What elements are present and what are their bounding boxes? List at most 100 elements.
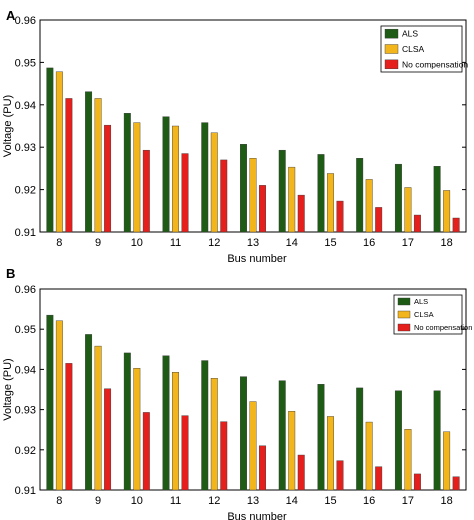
bar-clsa-bus-9 — [94, 345, 102, 491]
legend-swatch-clsa — [397, 310, 411, 319]
bar-no-compensation-bus-11 — [181, 415, 189, 491]
bar-no-compensation-bus-17 — [413, 473, 421, 491]
y-axis-label: Voltage (PU) — [2, 95, 14, 157]
x-tick-label: 18 — [441, 495, 453, 507]
bar-als-bus-17 — [394, 163, 402, 233]
bar-clsa-bus-11 — [172, 372, 179, 491]
bar-als-bus-9 — [85, 91, 93, 233]
bar-als-bus-10 — [123, 113, 131, 233]
bar-clsa-bus-10 — [133, 367, 141, 491]
bar-als-bus-12 — [201, 122, 209, 233]
y-tick-label: 0.94 — [15, 100, 36, 112]
bar-clsa-bus-18 — [443, 190, 451, 233]
chart-panel-a: A 0.91 0.92 0.93 0.94 0.95 0.96 Voltage (PU) Bus… — [2, 8, 468, 265]
x-axis-label: Bus number — [227, 253, 287, 265]
bar-no-compensation-bus-12 — [220, 159, 228, 233]
x-tick-label: 14 — [286, 237, 298, 249]
legend-swatch-als — [384, 28, 399, 39]
y-tick-label: 0.91 — [15, 485, 36, 497]
y-tick-label: 0.92 — [15, 185, 36, 197]
bar-no-compensation-bus-13 — [259, 185, 266, 233]
bar-clsa-bus-13 — [249, 401, 257, 491]
bar-als-bus-11 — [162, 355, 170, 491]
panel-letter: B — [6, 266, 15, 281]
bar-no-compensation-bus-17 — [413, 214, 421, 233]
x-tick-label: 8 — [56, 237, 62, 249]
legend-swatch-no-compensation — [384, 59, 399, 70]
legend-label-no-compensation: No compensation — [402, 59, 468, 69]
x-tick-label: 11 — [170, 237, 181, 249]
x-axis-label: Bus number — [227, 511, 287, 520]
y-tick-label: 0.95 — [15, 324, 36, 336]
bar-clsa-bus-9 — [94, 98, 102, 233]
bar-no-compensation-bus-18 — [452, 476, 460, 491]
bar-als-bus-15 — [317, 154, 325, 233]
bar-no-compensation-bus-8 — [65, 98, 73, 233]
bar-clsa-bus-13 — [249, 158, 257, 233]
bar-clsa-bus-10 — [133, 122, 141, 233]
bar-als-bus-14 — [278, 380, 286, 491]
bar-no-compensation-bus-14 — [297, 454, 305, 491]
bar-no-compensation-bus-9 — [104, 388, 112, 491]
bar-no-compensation-bus-14 — [297, 194, 305, 233]
x-tick-label: 9 — [95, 237, 101, 249]
bar-clsa-bus-18 — [443, 431, 451, 491]
bar-als-bus-18 — [433, 166, 441, 233]
y-tick-label: 0.94 — [15, 364, 36, 376]
legend: ALS CLSA No compensation — [380, 25, 468, 73]
bar-clsa-bus-11 — [172, 125, 179, 233]
bar-no-compensation-bus-8 — [65, 363, 73, 491]
x-tick-label: 13 — [247, 237, 259, 249]
bar-no-compensation-bus-18 — [452, 217, 460, 233]
x-tick-label: 9 — [95, 495, 101, 507]
bar-clsa-bus-8 — [55, 71, 63, 233]
bar-clsa-bus-17 — [404, 187, 412, 233]
y-tick-label: 0.95 — [15, 57, 36, 69]
legend-label-als: ALS — [402, 29, 418, 39]
bar-als-bus-18 — [433, 390, 441, 491]
bar-no-compensation-bus-10 — [142, 149, 150, 233]
bar-als-bus-13 — [240, 376, 247, 491]
y-tick-label: 0.93 — [15, 405, 36, 417]
y-tick-label: 0.96 — [15, 15, 36, 27]
x-tick-label: 16 — [363, 237, 375, 249]
bar-no-compensation-bus-13 — [259, 445, 266, 491]
bar-als-bus-9 — [85, 334, 93, 491]
bar-clsa-bus-14 — [288, 166, 296, 233]
x-tick-label: 17 — [402, 495, 414, 507]
bar-als-bus-13 — [240, 144, 247, 233]
chart-panel-b: B 0.91 0.92 0.93 0.94 0.95 0.96 Voltage (PU) Bus… — [2, 266, 472, 520]
legend-label-no-compensation: No compensation — [414, 323, 472, 332]
bar-clsa-bus-15 — [327, 416, 334, 491]
bar-als-bus-11 — [162, 116, 170, 233]
x-tick-label: 17 — [402, 237, 414, 249]
bar-clsa-bus-16 — [365, 421, 373, 491]
bar-clsa-bus-17 — [404, 429, 412, 491]
legend-swatch-no-compensation — [397, 323, 411, 332]
x-tick-label: 14 — [286, 495, 298, 507]
bar-no-compensation-bus-12 — [220, 421, 228, 491]
bar-als-bus-12 — [201, 360, 209, 491]
bar-als-bus-14 — [278, 149, 286, 233]
y-axis-label: Voltage (PU) — [2, 358, 14, 420]
x-tick-label: 15 — [324, 495, 336, 507]
bar-clsa-bus-12 — [210, 132, 218, 233]
bar-clsa-bus-14 — [288, 411, 296, 491]
bar-als-bus-8 — [46, 67, 54, 233]
bar-als-bus-17 — [394, 390, 402, 491]
bar-no-compensation-bus-16 — [375, 207, 383, 233]
bar-no-compensation-bus-15 — [336, 460, 344, 491]
bar-no-compensation-bus-11 — [181, 153, 189, 233]
panel-letter: A — [6, 8, 16, 23]
x-tick-label: 11 — [170, 495, 181, 507]
x-tick-label: 10 — [131, 237, 143, 249]
bar-als-bus-8 — [46, 314, 54, 491]
bar-clsa-bus-12 — [210, 378, 218, 491]
bar-als-bus-16 — [356, 158, 364, 233]
bar-als-bus-15 — [317, 384, 325, 491]
x-tick-label: 18 — [441, 237, 453, 249]
x-tick-label: 10 — [131, 495, 143, 507]
bar-als-bus-16 — [356, 387, 364, 491]
legend-swatch-als — [397, 297, 411, 306]
bar-no-compensation-bus-10 — [142, 412, 150, 491]
